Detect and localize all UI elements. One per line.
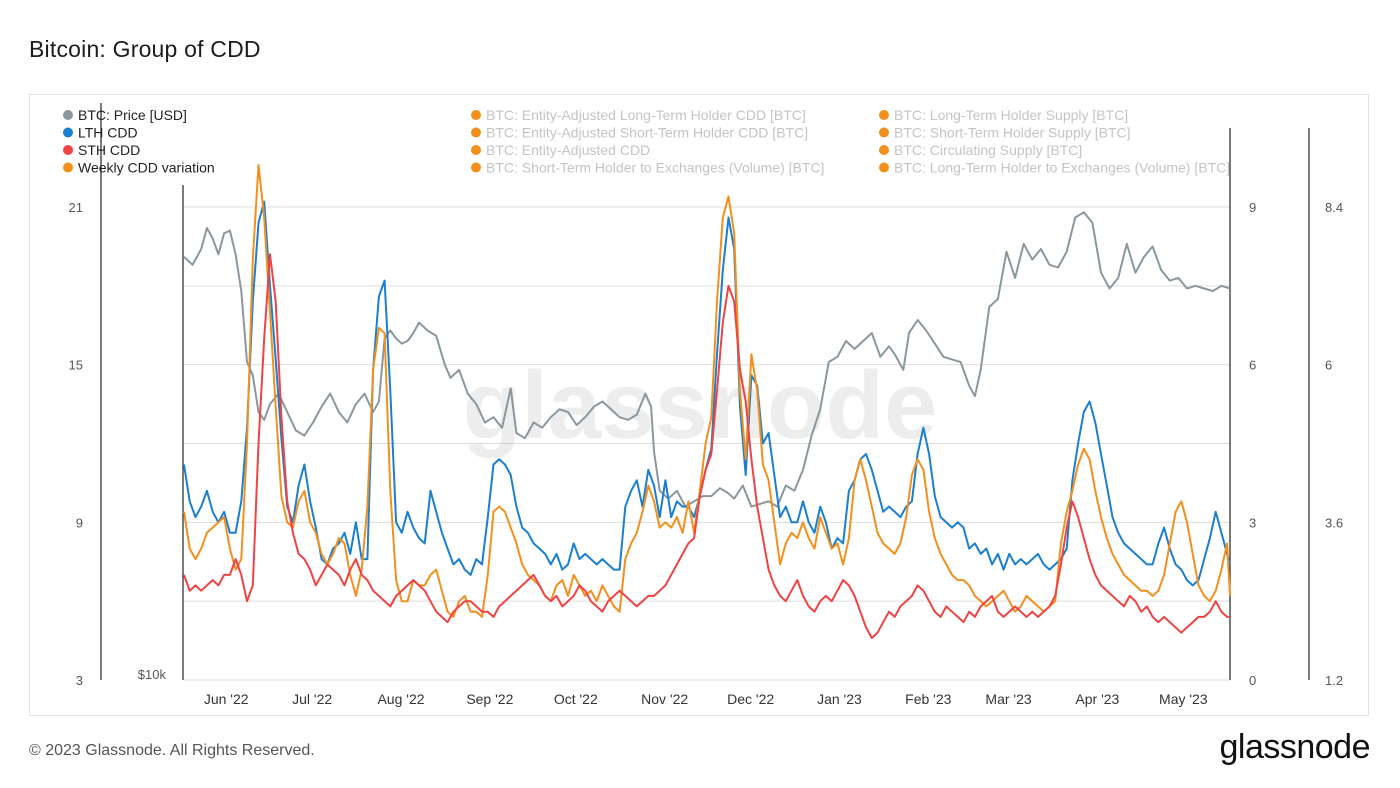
legend-swatch xyxy=(63,127,73,138)
legend-swatch xyxy=(879,162,889,173)
right-axis-tick: 3 xyxy=(1249,515,1256,530)
x-axis-tick: Mar '23 xyxy=(985,691,1031,707)
legend-label: Weekly CDD variation xyxy=(78,160,215,176)
legend-swatch xyxy=(879,127,889,138)
left-axis-tick: 9 xyxy=(76,515,83,530)
legend-swatch xyxy=(471,145,481,155)
legend-swatch xyxy=(471,162,481,173)
legend-label-inactive: BTC: Short-Term Holder Supply [BTC] xyxy=(894,125,1131,141)
legend-label-inactive: BTC: Long-Term Holder to Exchanges (Volu… xyxy=(894,160,1230,176)
x-axis-tick: Dec '22 xyxy=(727,691,774,707)
legend-swatch xyxy=(879,145,889,155)
legend-label-inactive: BTC: Circulating Supply [BTC] xyxy=(894,142,1082,158)
x-axis-tick: Oct '22 xyxy=(554,691,598,707)
legend-swatch xyxy=(471,127,481,138)
legend-label-inactive: BTC: Long-Term Holder Supply [BTC] xyxy=(894,107,1128,123)
right-axis-tick: 9 xyxy=(1249,200,1256,215)
copyright-footer: © 2023 Glassnode. All Rights Reserved. xyxy=(29,742,315,759)
brand-logo: glassnode xyxy=(1219,728,1370,766)
legend-label-inactive: BTC: Entity-Adjusted Short-Term Holder C… xyxy=(486,125,808,141)
legend-label-inactive: BTC: Entity-Adjusted CDD xyxy=(486,142,650,158)
legend-label: LTH CDD xyxy=(78,125,138,141)
right-axis-tick-2: 3.6 xyxy=(1325,515,1343,530)
x-axis-tick: Jun '22 xyxy=(204,691,249,707)
x-axis-tick: May '23 xyxy=(1159,691,1208,707)
x-axis-tick: Jan '23 xyxy=(817,691,862,707)
legend-swatch xyxy=(471,110,481,120)
legend-swatch xyxy=(879,110,889,120)
x-axis-tick: Jul '22 xyxy=(292,691,332,707)
sth-cdd-line xyxy=(183,253,1230,639)
right-axis-tick-2: 8.4 xyxy=(1325,200,1343,215)
right-axis-tick: 0 xyxy=(1249,673,1256,688)
legend-swatch xyxy=(63,145,73,155)
legend-swatch xyxy=(63,110,73,120)
chart-panel xyxy=(29,94,1369,716)
watermark: glassnode xyxy=(463,352,938,459)
x-axis-tick: Aug '22 xyxy=(377,691,424,707)
x-axis-tick: Feb '23 xyxy=(905,691,951,707)
left-axis-tick: 21 xyxy=(69,200,83,215)
legend-label-inactive: BTC: Short-Term Holder to Exchanges (Vol… xyxy=(486,160,824,176)
left-axis-tick: 15 xyxy=(69,358,83,373)
x-axis-tick: Nov '22 xyxy=(641,691,688,707)
page-title: Bitcoin: Group of CDD xyxy=(29,36,261,62)
x-axis-tick: Apr '23 xyxy=(1075,691,1119,707)
right-axis-tick-2: 1.2 xyxy=(1325,673,1343,688)
weekly-cdd-line xyxy=(183,164,1231,618)
right-axis-tick: 6 xyxy=(1249,358,1256,373)
legend-label: STH CDD xyxy=(78,142,140,158)
legend-label-inactive: BTC: Entity-Adjusted Long-Term Holder CD… xyxy=(486,107,806,123)
series-layer xyxy=(183,164,1231,639)
right-axis-tick-2: 6 xyxy=(1325,358,1332,373)
left-axis-tick: 3 xyxy=(76,673,83,688)
axes: 21 15 9 3 $10k 9 6 3 0 8.4 6 3.6 1.2 Jun '22 Jul '22 Au… xyxy=(69,103,1343,707)
legend-swatch xyxy=(63,162,73,173)
price-line xyxy=(183,211,1231,508)
x-axis-tick: Sep '22 xyxy=(466,691,513,707)
legend-label: BTC: Price [USD] xyxy=(78,107,187,123)
price-axis-label: $10k xyxy=(138,667,167,682)
